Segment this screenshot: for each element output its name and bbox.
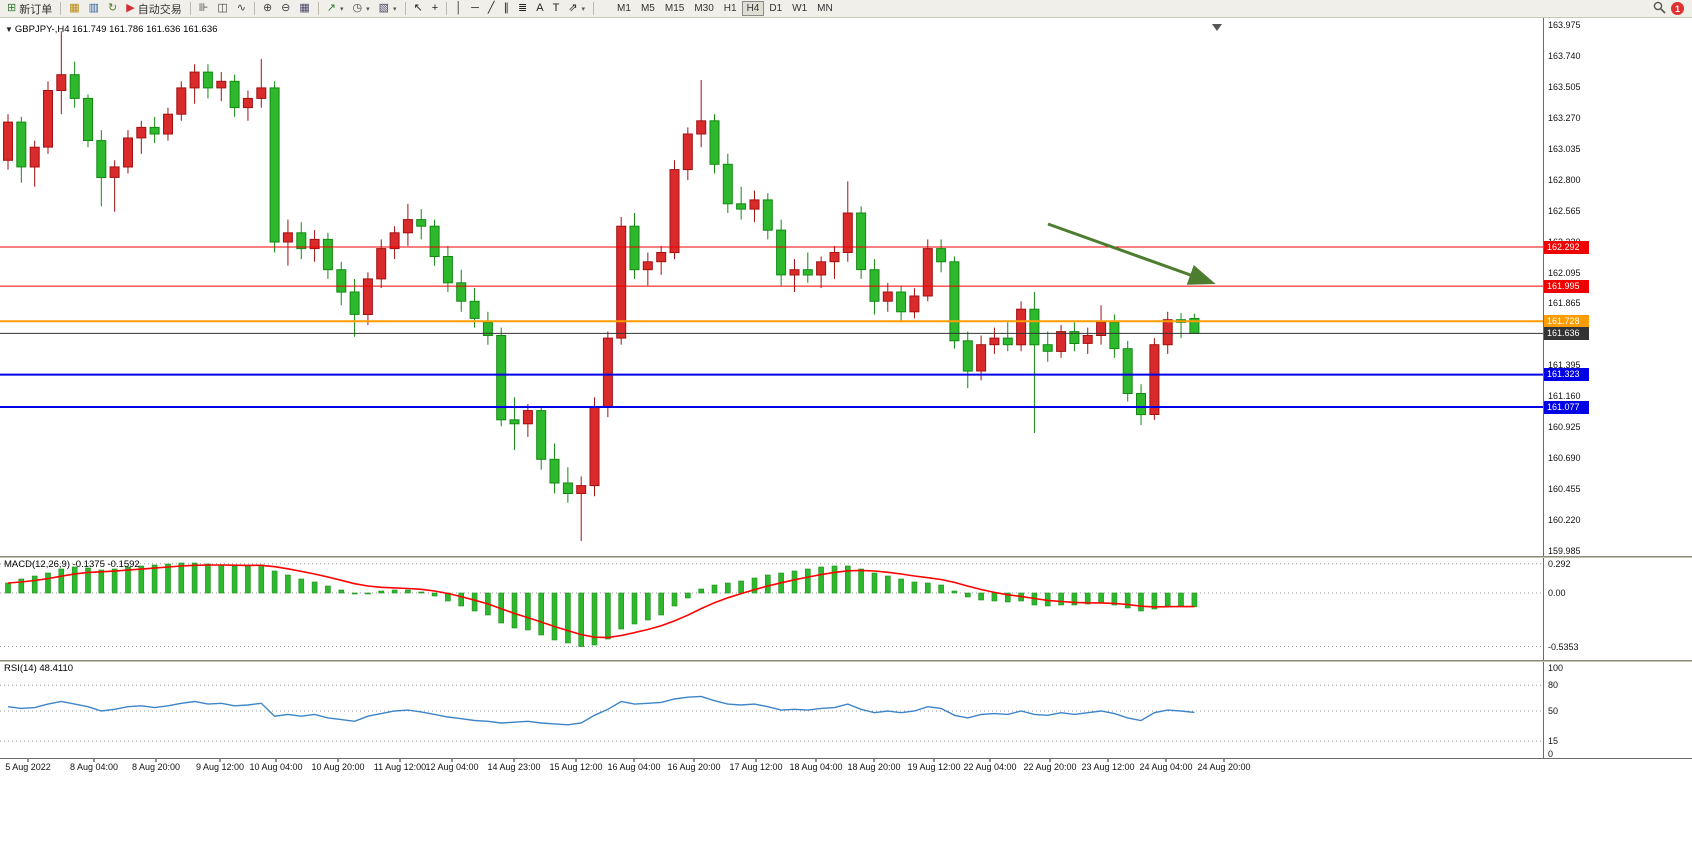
horizontal-line-icon: ─: [471, 2, 479, 14]
fibonacci-icon: ≣: [518, 2, 528, 14]
zoom-out-icon: ⊖: [281, 2, 291, 14]
vertical-line-icon: │: [455, 2, 463, 14]
new-chart-button[interactable]: ▦: [65, 1, 83, 17]
profiles-icon: ▥: [88, 2, 100, 14]
new-order-label: 新订单: [19, 3, 53, 16]
fibonacci-button[interactable]: ≣: [514, 1, 531, 17]
timeframe-m5-button[interactable]: M5: [636, 1, 660, 16]
trend-line-icon: ╱: [487, 2, 495, 14]
zoom-in-button[interactable]: ⊕: [259, 1, 276, 17]
notification-badge[interactable]: 1: [1671, 2, 1684, 15]
arrow-objects-dropdown-icon[interactable]: ▾: [581, 5, 586, 13]
crosshair-icon: +: [431, 2, 439, 14]
candlestick-chart-button[interactable]: ◫: [213, 1, 231, 17]
indicators-dropdown-icon[interactable]: ▾: [340, 5, 344, 13]
text-button[interactable]: A: [532, 1, 547, 17]
timeframe-h1-button[interactable]: H1: [719, 1, 742, 16]
tile-windows-button[interactable]: ▦: [295, 1, 313, 17]
zoom-in-icon: ⊕: [262, 2, 273, 14]
timeframe-mn-button[interactable]: MN: [812, 1, 838, 16]
toolbar-separator: [189, 2, 191, 15]
auto-trading-button[interactable]: ▶ 自动交易: [122, 1, 185, 17]
timeframe-m15-button[interactable]: M15: [660, 1, 689, 16]
macd-signal-line: [7, 564, 1195, 639]
main-toolbar: ⊞ 新订单 ▦ ▥ ↻ ▶ 自动交易 ⊪ ◫ ∿ ⊕ ⊖ ▦ ↗ ▾ ◷ ▾ ▧ ▾ ↖ + │ ─ ╱ ∥ ≣ A T ⇗ ▾ M1 M5…: [0, 0, 1692, 18]
toolbar-separator: [317, 2, 319, 15]
timeframe-h4-button[interactable]: H4: [741, 1, 765, 16]
arrow-objects-icon: ⇗: [568, 2, 578, 14]
toolbar-separator: [446, 2, 448, 15]
timeframe-m1-button[interactable]: M1: [612, 1, 636, 16]
bar-chart-icon: ⊪: [198, 2, 209, 14]
cursor-button[interactable]: ↖: [410, 1, 427, 17]
price-lines-group[interactable]: [0, 246, 1543, 408]
text-label-icon: T: [552, 2, 560, 14]
refresh-icon: ↻: [108, 2, 118, 14]
toolbar-separator: [60, 2, 62, 15]
new-chart-icon: ▦: [69, 2, 80, 14]
timeframe-toolbar: M1 M5 M15 M30 H1 H4 D1 W1 MN: [612, 1, 838, 16]
timeframe-m30-button[interactable]: M30: [689, 1, 718, 16]
toolbar-separator: [404, 2, 406, 15]
vertical-line-button[interactable]: │: [451, 1, 466, 17]
rsi-line: [7, 695, 1195, 726]
new-order-icon: ⊞: [7, 2, 17, 14]
channel-button[interactable]: ∥: [500, 1, 514, 17]
periods-dropdown-icon[interactable]: ▾: [366, 5, 370, 13]
indicators-icon: ↗: [326, 2, 336, 14]
toolbar-separator: [253, 2, 255, 15]
line-chart-icon: ∿: [236, 2, 246, 14]
timeframe-d1-button[interactable]: D1: [764, 1, 787, 16]
templates-icon: ▧: [378, 2, 390, 14]
tile-windows-icon: ▦: [299, 2, 310, 14]
zoom-out-button[interactable]: ⊖: [277, 1, 294, 17]
search-icon[interactable]: [1653, 1, 1666, 17]
line-chart-button[interactable]: ∿: [233, 1, 250, 17]
profiles-button[interactable]: ▥: [85, 1, 103, 17]
shift-marker-icon: [1212, 24, 1222, 31]
templates-button[interactable]: ▧ ▾: [375, 1, 401, 17]
templates-dropdown-icon[interactable]: ▾: [393, 5, 397, 13]
candlestick-chart-icon: ◫: [217, 2, 228, 14]
timeframe-w1-button[interactable]: W1: [787, 1, 812, 16]
toolbar-separator: [593, 2, 595, 15]
macd-group: [0, 562, 1543, 647]
horizontal-line-button[interactable]: ─: [467, 1, 483, 17]
arrow-objects-button[interactable]: ⇗ ▾: [564, 1, 589, 17]
channel-icon: ∥: [503, 2, 510, 14]
auto-trading-icon: ▶: [126, 2, 135, 14]
toolbar-right: 1: [1653, 1, 1689, 17]
rsi-group: [0, 684, 1543, 742]
toolbar-buttons: ⊞ 新订单 ▦ ▥ ↻ ▶ 自动交易 ⊪ ◫ ∿ ⊕ ⊖ ▦ ↗ ▾ ◷ ▾ ▧ ▾ ↖ + │ ─ ╱ ∥ ≣ A T ⇗ ▾: [3, 1, 589, 17]
periods-button[interactable]: ◷ ▾: [349, 1, 374, 17]
text-icon: A: [536, 2, 544, 14]
cursor-icon: ↖: [413, 2, 423, 14]
time-ticks-group: [27, 758, 1225, 762]
bar-chart-button[interactable]: ⊪: [195, 1, 213, 17]
periods-icon: ◷: [352, 2, 363, 14]
refresh-button[interactable]: ↻: [104, 1, 121, 17]
new-order-button[interactable]: ⊞ 新订单: [3, 1, 56, 17]
trend-arrow[interactable]: [1047, 222, 1216, 285]
indicators-button[interactable]: ↗ ▾: [323, 1, 348, 17]
auto-trading-label: 自动交易: [137, 3, 182, 16]
crosshair-button[interactable]: +: [428, 1, 442, 17]
text-label-button[interactable]: T: [549, 1, 564, 17]
trend-line-button[interactable]: ╱: [484, 1, 499, 17]
